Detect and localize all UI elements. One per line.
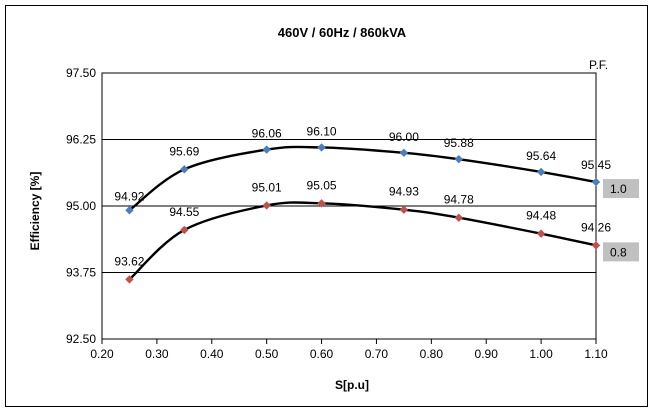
data-point-marker xyxy=(591,177,601,187)
data-point-marker xyxy=(125,275,134,284)
legend-swatch-pf-0.8 xyxy=(603,242,639,262)
x-tick-label: 0.90 xyxy=(475,347,499,361)
data-point-marker xyxy=(536,167,546,177)
legend-title: P.F. xyxy=(589,58,608,72)
data-label: 95.05 xyxy=(307,178,337,192)
data-label: 96.00 xyxy=(389,130,419,144)
data-label: 95.88 xyxy=(444,136,474,150)
efficiency-chart: 460V / 60Hz / 860kVA Efficiency [%] S[p.… xyxy=(28,25,639,392)
x-tick-label: 0.60 xyxy=(310,347,334,361)
data-point-marker xyxy=(317,143,326,152)
data-label: 93.62 xyxy=(114,254,144,268)
plot-area xyxy=(101,72,597,340)
data-point-marker xyxy=(180,165,189,174)
series-line-pf-0.8 xyxy=(128,201,597,281)
data-label: 96.10 xyxy=(307,124,337,138)
x-tick-label: 1.00 xyxy=(529,347,553,361)
label-layer: 94.92 95.69 96.06 96.10 96.00 95.88 95.64 95.45… xyxy=(114,124,611,268)
x-tick-label: 0.80 xyxy=(420,347,444,361)
chart-frame: 460V / 60Hz / 860kVA Efficiency [%] S[p.… xyxy=(5,5,648,407)
data-label: 94.93 xyxy=(389,185,419,199)
y-tick-label: 96.25 xyxy=(66,133,96,147)
y-axis-label: Efficiency [%] xyxy=(28,172,42,251)
data-label: 94.92 xyxy=(114,189,144,203)
x-tick-label: 0.30 xyxy=(145,347,169,361)
legend-entry-pf-1.0: 1.0 xyxy=(610,182,627,196)
x-tick-label: 0.20 xyxy=(90,347,114,361)
chart-title: 460V / 60Hz / 860kVA xyxy=(278,25,407,40)
x-axis-label: S[p.u] xyxy=(335,378,369,392)
y-tick-label: 92.50 xyxy=(66,332,96,346)
grid-layer xyxy=(101,72,597,344)
curve-layer xyxy=(128,145,597,281)
data-point-marker xyxy=(399,148,409,157)
data-point-marker xyxy=(454,213,463,222)
data-point-marker xyxy=(180,225,189,235)
data-point-marker xyxy=(262,201,271,210)
y-tick-label: 95.00 xyxy=(66,199,96,213)
y-tick-label: 93.75 xyxy=(66,266,96,280)
data-point-marker xyxy=(262,145,271,154)
x-tick-label: 0.70 xyxy=(365,347,389,361)
data-label: 95.01 xyxy=(252,180,282,194)
legend-entry-pf-0.8: 0.8 xyxy=(610,245,627,259)
data-point-marker xyxy=(454,154,463,164)
data-point-marker xyxy=(536,229,546,238)
data-label: 95.64 xyxy=(526,149,556,163)
marker-layer xyxy=(125,143,601,284)
data-point-marker xyxy=(125,206,134,215)
data-label: 94.48 xyxy=(526,209,556,223)
data-label: 95.45 xyxy=(581,158,611,172)
legend-swatch-pf-1.0 xyxy=(603,179,639,199)
data-label: 95.69 xyxy=(169,144,199,158)
y-tick-label: 97.50 xyxy=(66,66,96,80)
data-label: 96.06 xyxy=(252,127,282,141)
data-point-marker xyxy=(317,199,326,208)
legend-layer: 1.0 0.8 xyxy=(603,179,639,262)
data-label: 94.26 xyxy=(581,220,611,234)
x-tick-label: 0.40 xyxy=(200,347,224,361)
data-point-marker xyxy=(591,241,601,250)
x-tick-label: 0.50 xyxy=(255,347,279,361)
tick-layer: 92.50 93.75 95.00 96.25 97.50 0.20 0.30 0.40 0.5… xyxy=(66,66,608,361)
data-point-marker xyxy=(399,205,409,214)
data-label: 94.78 xyxy=(444,193,474,207)
x-tick-label: 1.10 xyxy=(584,347,608,361)
series-line-pf-1.0 xyxy=(128,145,597,212)
data-label: 94.55 xyxy=(169,205,199,219)
